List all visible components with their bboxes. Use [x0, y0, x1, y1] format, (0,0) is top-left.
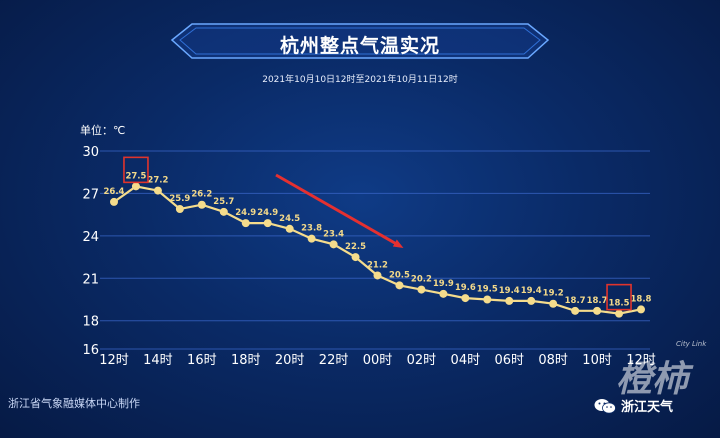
page-title: 杭州整点气温实况 — [279, 35, 440, 57]
x-tick-label: 04时 — [451, 353, 481, 368]
data-label: 18.8 — [631, 294, 652, 304]
y-tick-label: 21 — [82, 272, 99, 287]
wechat-icon — [594, 398, 616, 414]
watermark-small: City Link — [676, 340, 707, 348]
data-label: 21.2 — [367, 260, 388, 270]
data-label: 25.9 — [169, 194, 190, 204]
watermark: 橙柿 — [616, 359, 689, 400]
data-label: 24.5 — [279, 214, 300, 224]
credit-text: 浙江省气象融媒体中心制作 — [8, 397, 140, 410]
data-label: 27.2 — [147, 176, 168, 186]
x-tick-label: 08时 — [538, 353, 568, 368]
data-label: 19.2 — [543, 289, 564, 299]
data-label: 27.5 — [125, 171, 146, 181]
data-label: 20.5 — [389, 270, 410, 280]
data-label: 23.4 — [323, 229, 344, 239]
y-tick-label: 24 — [82, 230, 99, 245]
data-point — [153, 186, 162, 195]
y-tick-label: 27 — [82, 187, 99, 202]
data-point — [483, 295, 492, 304]
y-tick-label: 30 — [82, 145, 99, 160]
data-label: 19.4 — [499, 286, 520, 296]
data-point — [615, 309, 624, 318]
data-point — [395, 281, 404, 290]
data-point — [417, 285, 426, 294]
data-point — [351, 253, 360, 262]
data-label: 22.5 — [345, 242, 366, 252]
data-label: 18.7 — [587, 296, 608, 306]
data-point — [549, 299, 558, 308]
data-label: 19.4 — [521, 286, 542, 296]
data-point — [131, 182, 140, 191]
x-tick-label: 12时 — [99, 353, 129, 368]
data-point — [439, 289, 448, 298]
x-tick-label: 10时 — [582, 353, 612, 368]
x-tick-label: 02时 — [407, 353, 437, 368]
trend-arrow — [275, 173, 404, 248]
data-point — [241, 219, 250, 228]
data-point — [505, 296, 514, 305]
data-point — [571, 306, 580, 315]
data-point — [329, 240, 338, 249]
data-label: 18.5 — [609, 299, 630, 309]
data-point — [110, 197, 118, 206]
data-point — [307, 234, 316, 243]
x-tick-label: 00时 — [363, 353, 393, 368]
highlight-box — [606, 283, 632, 311]
y-tick-label: 16 — [82, 343, 99, 358]
x-tick-label: 18时 — [231, 353, 261, 368]
data-point — [373, 271, 382, 280]
brand-name: 浙江天气 — [621, 400, 674, 415]
data-label: 26.4 — [104, 187, 125, 197]
data-label: 19.9 — [433, 279, 454, 289]
data-point — [593, 306, 602, 315]
data-point — [285, 224, 294, 233]
y-axis-label: 单位：℃ — [80, 124, 126, 137]
data-label: 24.9 — [235, 208, 256, 218]
data-point — [263, 219, 272, 228]
x-tick-label: 06时 — [494, 353, 524, 368]
title-frame — [0, 23, 720, 59]
data-label: 24.9 — [257, 208, 278, 218]
data-label: 19.6 — [455, 283, 476, 293]
brand: 浙江天气 — [594, 396, 673, 415]
x-tick-label: 22时 — [319, 353, 349, 368]
data-label: 26.2 — [191, 190, 212, 200]
data-label: 25.7 — [213, 197, 234, 207]
data-point — [219, 207, 228, 216]
highlight-box — [123, 156, 149, 184]
x-tick-label: 12时 — [626, 353, 656, 368]
y-tick-label: 18 — [82, 315, 99, 330]
data-label: 19.5 — [477, 285, 498, 295]
date-range: 2021年10月10日12时至2021年10月11日12时 — [262, 75, 458, 85]
x-tick-label: 16时 — [187, 353, 217, 368]
data-point — [527, 296, 536, 305]
x-tick-label: 20时 — [275, 353, 305, 368]
data-label: 23.8 — [301, 224, 322, 234]
data-point — [197, 200, 206, 209]
data-point — [175, 204, 184, 213]
data-point — [637, 305, 645, 314]
data-point — [461, 294, 470, 303]
data-label: 18.7 — [565, 296, 586, 306]
x-tick-label: 14时 — [143, 353, 173, 368]
data-label: 20.2 — [411, 275, 432, 285]
